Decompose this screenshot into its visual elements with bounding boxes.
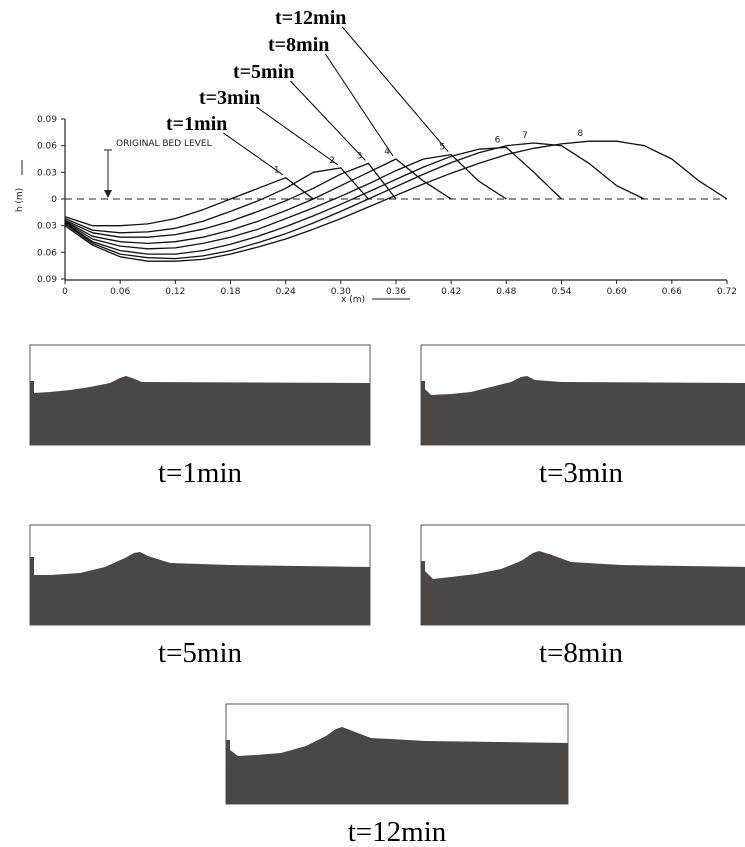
x-tick-label: 0 [62,287,68,297]
snapshot: t=12min [225,703,569,847]
profile-line [64,140,728,262]
profile-line [64,167,369,234]
y-tick-label: 0.06 [37,248,57,258]
x-tick-label: 0.24 [276,287,296,297]
y-tick-label: 0.03 [37,222,57,232]
bed-profile [226,727,568,804]
x-tick-label: 0.42 [441,287,461,297]
curve-label: 4 [384,147,390,157]
callout-leader [256,106,339,166]
snapshot: t=5min [29,524,371,669]
x-tick-label: 0.48 [496,287,516,297]
bed-profile [421,551,745,625]
y-tick-label: 0.06 [37,142,57,152]
callout-leader [324,53,394,157]
x-axis-label: x (m) [341,295,365,305]
profile-line [64,153,507,250]
profile-line [64,146,562,255]
callout-leader [290,80,366,161]
callout: t=3min [199,87,260,109]
callout-leader [342,26,449,152]
caption: t=12min [348,816,447,847]
callout: t=5min [233,61,294,83]
callout: t=8min [268,34,329,56]
y-tick-label: 0.09 [37,115,57,125]
x-tick-label: 0.12 [165,287,185,297]
x-tick-label: 0.66 [662,287,682,297]
x-tick-label: 0.72 [717,287,737,297]
snapshot: t=8min [420,524,745,669]
bed-profile [30,552,370,625]
profile-line [64,177,314,227]
x-tick-label: 0.30 [331,287,351,297]
curve-label: 3 [357,151,363,161]
profile-line [64,142,645,260]
x-tick-label: 0.06 [110,287,130,297]
y-tick-label: 0 [51,195,57,205]
profile-line [64,158,452,245]
x-tick-label: 0.60 [607,287,627,297]
curve-label: 6 [495,135,501,145]
y-axis-label: h (m) [15,188,25,212]
caption: t=8min [539,637,624,669]
curve-label: 7 [522,131,528,141]
bed-level-label: ORIGINAL BED LEVEL [116,139,212,149]
snapshot: t=3min [420,344,745,489]
callout: t=12min [275,7,346,29]
bed-profile [421,376,745,445]
caption: t=1min [158,457,243,489]
y-tick-label: 0.09 [37,275,57,285]
callout-leader [223,132,283,176]
bed-profile [30,376,370,445]
x-tick-label: 0.54 [551,287,571,297]
x-tick-label: 0.36 [386,287,406,297]
x-tick-label: 0.18 [220,287,240,297]
profile-chart: ORIGINAL BED LEVEL h (m) x (m) t=1min t=… [15,7,737,305]
caption: t=5min [158,637,243,669]
profile-line [64,162,397,238]
curve-label: 5 [439,143,445,153]
caption: t=3min [539,457,624,489]
y-tick-label: 0.03 [37,168,57,178]
arrow-head [104,190,112,198]
snapshot: t=1min [29,344,371,489]
callout: t=1min [166,113,227,135]
curve-label: 8 [577,129,583,139]
